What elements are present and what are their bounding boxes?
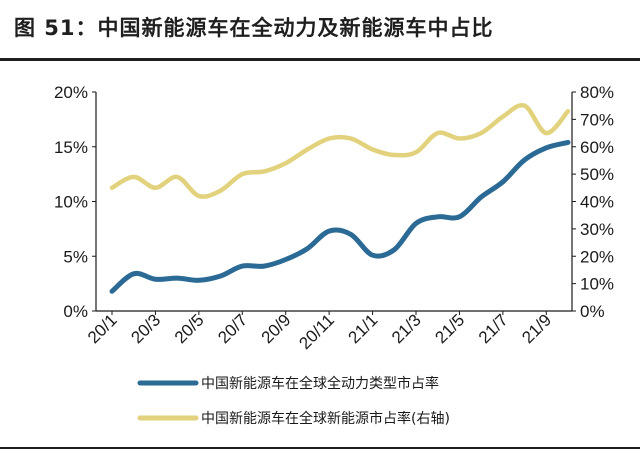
x-tick-label: 21/7 xyxy=(475,310,512,347)
x-tick-label: 21/3 xyxy=(388,310,425,347)
left-tick-label: 10% xyxy=(54,193,88,212)
left-tick-label: 5% xyxy=(63,247,88,266)
x-tick-label: 20/9 xyxy=(258,310,295,347)
left-tick-label: 15% xyxy=(54,138,88,157)
x-tick-label: 21/5 xyxy=(431,310,468,347)
series-line-2 xyxy=(109,102,571,199)
x-tick-label: 20/5 xyxy=(171,310,208,347)
right-tick-label: 80% xyxy=(580,83,614,102)
x-tick-label: 20/11 xyxy=(295,310,338,353)
right-tick-label: 30% xyxy=(580,220,614,239)
left-tick-label: 20% xyxy=(54,83,88,102)
x-tick-label: 20/7 xyxy=(214,310,251,347)
right-tick-label: 0% xyxy=(580,302,605,321)
right-tick-label: 50% xyxy=(580,165,614,184)
legend-label-2: 中国新能源车在全球新能源市占率(右轴) xyxy=(201,410,450,427)
x-tick-label: 20/1 xyxy=(84,310,121,347)
x-tick-label: 20/3 xyxy=(127,310,164,347)
left-tick-label: 0% xyxy=(63,302,88,321)
bottom-rule xyxy=(0,447,640,449)
x-tick-label: 21/1 xyxy=(345,310,382,347)
right-tick-label: 20% xyxy=(580,247,614,266)
series-line-1 xyxy=(109,139,571,294)
chart-title: 图 51：中国新能源车在全动力及新能源车中占比 xyxy=(14,16,494,40)
right-tick-label: 70% xyxy=(580,110,614,129)
right-tick-label: 10% xyxy=(580,275,614,294)
legend-label-1: 中国新能源车在全球全动力类型市占率 xyxy=(201,375,439,392)
title-rule xyxy=(0,58,640,61)
right-tick-label: 60% xyxy=(580,138,614,157)
x-tick-label: 21/9 xyxy=(518,310,555,347)
right-tick-label: 40% xyxy=(580,193,614,212)
